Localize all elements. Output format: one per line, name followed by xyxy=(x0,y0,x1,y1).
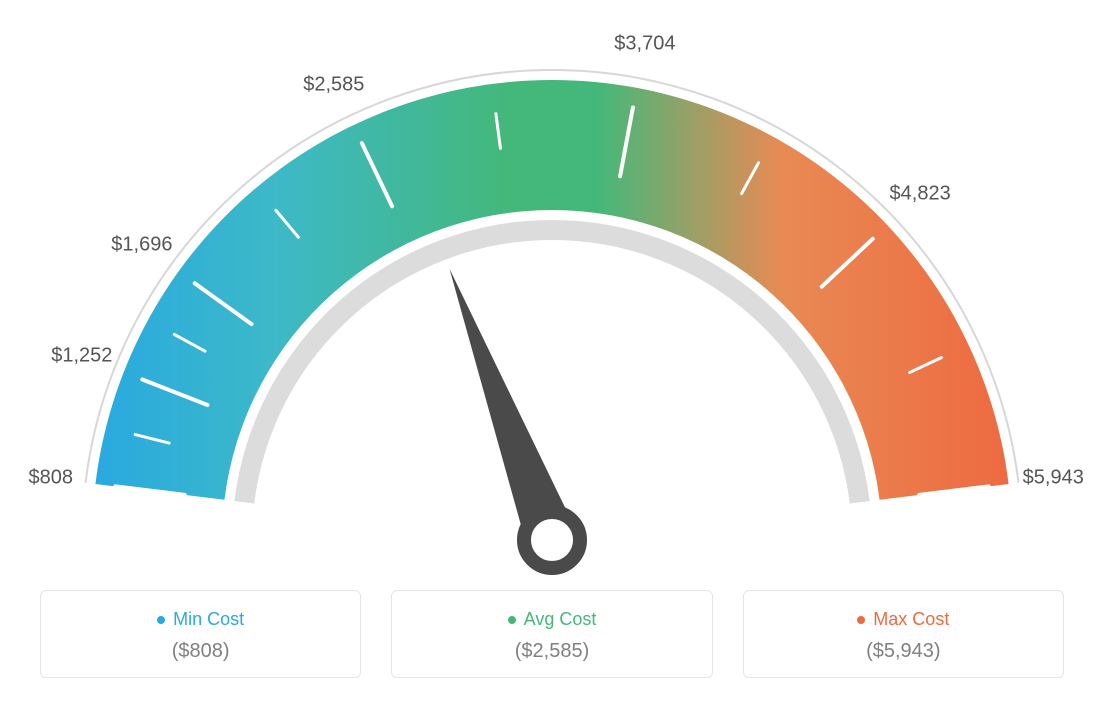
gauge-svg xyxy=(0,0,1104,590)
gauge-tick-label: $2,585 xyxy=(303,73,364,96)
gauge-chart: $808 $1,252 $1,696 $2,585 $3,704 $4,823 $5,943 xyxy=(0,0,1104,590)
legend-dot-avg xyxy=(508,616,516,624)
legend-dot-max xyxy=(857,616,865,624)
legend-value-min: ($808) xyxy=(51,640,350,663)
legend-title-max-text: Max Cost xyxy=(873,609,949,630)
gauge-tick-label: $1,696 xyxy=(111,234,172,257)
legend-title-min: Min Cost xyxy=(157,609,244,630)
legend-row: Min Cost ($808) Avg Cost ($2,585) Max Co… xyxy=(0,590,1104,708)
legend-value-avg: ($2,585) xyxy=(402,640,701,663)
gauge-tick-label: $3,704 xyxy=(614,32,675,55)
legend-title-min-text: Min Cost xyxy=(173,609,244,630)
legend-title-avg: Avg Cost xyxy=(508,609,597,630)
gauge-tick-label: $808 xyxy=(29,467,74,490)
legend-card-max: Max Cost ($5,943) xyxy=(743,590,1064,678)
gauge-tick-label: $1,252 xyxy=(51,344,112,367)
legend-card-min: Min Cost ($808) xyxy=(40,590,361,678)
legend-card-avg: Avg Cost ($2,585) xyxy=(391,590,712,678)
legend-title-avg-text: Avg Cost xyxy=(524,609,597,630)
legend-dot-min xyxy=(157,616,165,624)
legend-title-max: Max Cost xyxy=(857,609,949,630)
legend-value-max: ($5,943) xyxy=(754,640,1053,663)
gauge-tick-label: $4,823 xyxy=(890,183,951,206)
gauge-tick-label: $5,943 xyxy=(1023,467,1084,490)
